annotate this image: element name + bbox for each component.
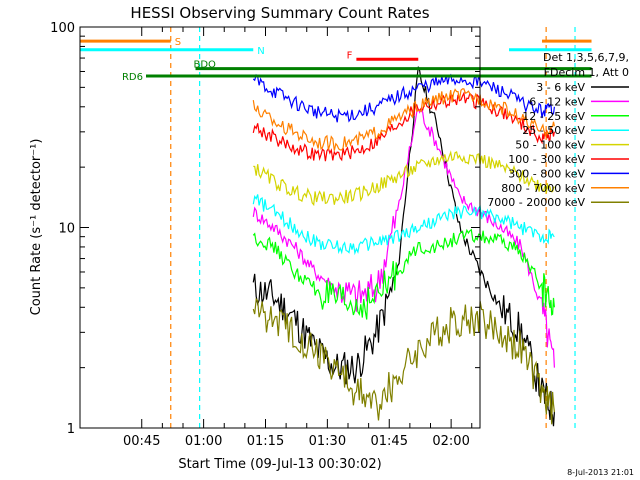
timestamp: 8-Jul-2013 21:01 <box>567 468 634 477</box>
legend-label-0: 3 - 6 keV <box>536 81 585 94</box>
flag-label-5: RD6 <box>122 72 143 83</box>
legend-label-6: 300 - 800 keV <box>508 167 585 180</box>
legend-label-5: 100 - 300 keV <box>508 153 585 166</box>
legend-label-3: 25 - 50 keV <box>522 124 585 137</box>
series-line-3 <box>252 194 555 256</box>
legend-label-7: 800 - 7000 keV <box>501 182 585 195</box>
chart-title: HESSI Observing Summary Count Rates <box>130 4 429 22</box>
x-tick-label: 01:15 <box>247 434 284 449</box>
legend-label-2: 12 - 25 keV <box>522 110 585 123</box>
x-tick-label: 01:30 <box>309 434 346 449</box>
flag-label-0: S <box>175 37 181 48</box>
flag-label-4: BDO <box>194 60 217 71</box>
series-line-8 <box>252 297 555 425</box>
x-axis-label: Start Time (09-Jul-13 00:30:02) <box>178 457 381 472</box>
x-axis: 00:45 01:00 01:15 01:30 01:45 02:00 <box>123 27 473 449</box>
x-tick-label: 01:00 <box>185 434 222 449</box>
x-tick-label: 00:45 <box>123 434 160 449</box>
series-line-1 <box>252 106 555 368</box>
y-axis-label: Count Rate (s⁻¹ detector⁻¹) <box>29 139 44 316</box>
flag-label-2: N <box>257 46 264 57</box>
legend-label-8: 7000 - 20000 keV <box>487 196 585 209</box>
legend-label-4: 50 - 100 keV <box>515 139 585 152</box>
y-tick-label: 10 <box>58 222 75 237</box>
series-line-2 <box>252 228 555 320</box>
legend-header-line-1: Det 1,3,5,6,7,9, <box>543 51 629 64</box>
series-line-4 <box>253 150 555 207</box>
y-tick-label: 1 <box>67 422 75 437</box>
x-tick-label: 01:45 <box>371 434 408 449</box>
series-line-7 <box>252 88 555 151</box>
series-line-6 <box>252 73 555 123</box>
y-tick-label: 100 <box>50 21 75 36</box>
plot-content: S N BDO RD6 F <box>80 27 592 428</box>
legend-header-line-2: FDecim 1, Att 0 <box>544 66 629 79</box>
y-axis: 1 10 100 <box>50 21 480 437</box>
flag-label-6: F <box>347 50 353 61</box>
x-tick-label: 02:00 <box>432 434 469 449</box>
legend-label-1: 6 - 12 keV <box>529 95 585 108</box>
series-line-5 <box>252 91 555 162</box>
